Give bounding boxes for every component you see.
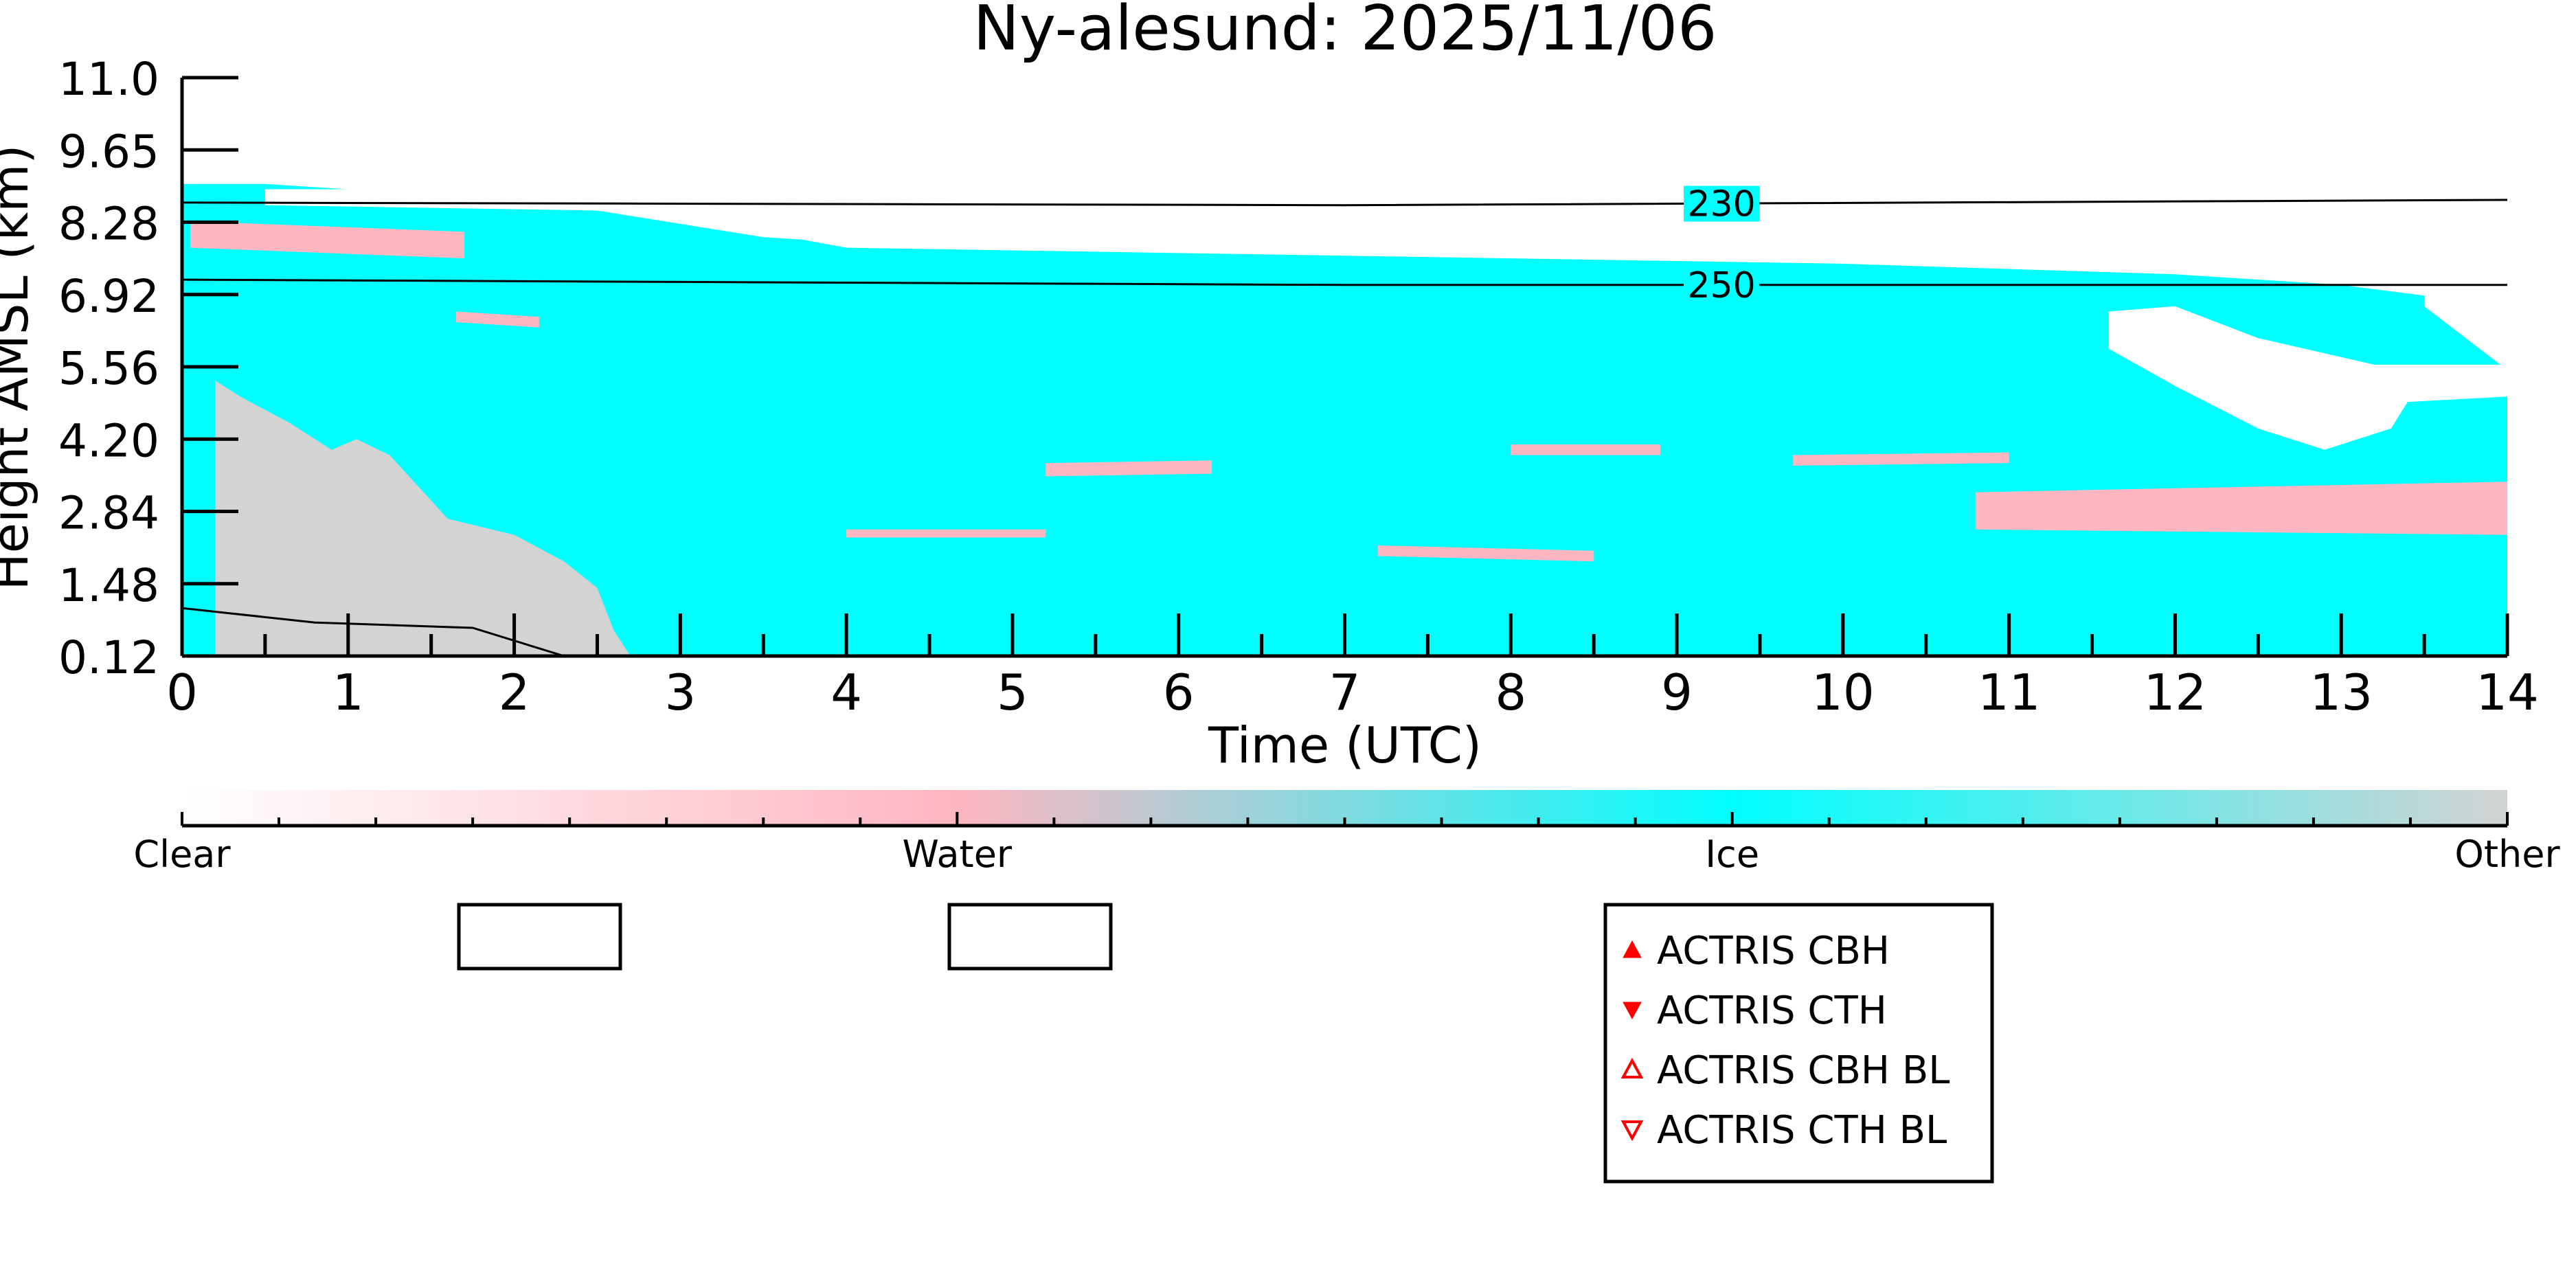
colorbar-label-clear: Clear: [133, 833, 231, 876]
empty-legend-box-2: [947, 903, 1113, 971]
legend-marker-up-filled: [1623, 940, 1642, 958]
region-clear-10: [2108, 306, 2507, 450]
legend-marker-down-filled: [1623, 1002, 1642, 1020]
region-water-8: [1793, 452, 2009, 466]
contour-label-230: 230: [1687, 184, 1755, 225]
legend-entries: ACTRIS CBH ACTRIS CTH ACTRIS CBH BL ACTRIS …: [1620, 929, 1950, 1153]
colorbar-labels: Clear Water Ice Other: [133, 833, 2560, 876]
y-tick-label-6.92: 6.92: [58, 270, 159, 323]
region-ice-0: [182, 183, 2507, 656]
plot-area: 230 250: [180, 78, 2507, 658]
x-tick-label-4: 4: [831, 664, 862, 721]
x-tick-label-6: 6: [1163, 664, 1195, 721]
colorbar-label-water: Water: [903, 833, 1013, 876]
region-water-5: [1046, 460, 1212, 477]
region-water-4: [846, 529, 1046, 538]
region-water-6: [1377, 545, 1594, 562]
x-tick-label-14: 14: [2476, 664, 2539, 721]
contour-label-bg-230: [1684, 185, 1760, 222]
y-axis-ticks: 0.12 1.48 2.84 4.20 5.56 6.92 8.28 9.65 11.0: [58, 53, 238, 684]
contour-line-unlabeled-2: [182, 607, 565, 656]
y-tick-label-11.0: 11.0: [58, 53, 159, 106]
legend-label-2: ACTRIS CBH BL: [1657, 1048, 1950, 1093]
region-water-9: [1976, 482, 2507, 535]
chart-title: Ny-alesund: 2025/11/06: [973, 0, 1717, 65]
x-tick-label-3: 3: [664, 664, 696, 721]
x-tick-label-8: 8: [1495, 664, 1526, 721]
legend-label-0: ACTRIS CBH: [1657, 929, 1890, 973]
legend: ACTRIS CBH ACTRIS CTH ACTRIS CBH BL ACTRIS …: [1603, 903, 1994, 1184]
x-axis-ticks: 0 1 2 3 4 5 6 7 8 9 10 11 12 13 14: [166, 613, 2539, 721]
y-tick-label-2.84: 2.84: [58, 487, 159, 540]
legend-marker-up-open: [1620, 1057, 1644, 1078]
region-water-3: [455, 311, 539, 328]
contour-label-250: 250: [1687, 265, 1755, 306]
x-tick-label-7: 7: [1329, 664, 1361, 721]
x-tick-label-12: 12: [2144, 664, 2207, 721]
y-axis-label: Height AMSL (km): [0, 145, 39, 591]
x-axis-label: Time (UTC): [1208, 716, 1482, 774]
region-water-7: [1511, 444, 1660, 455]
contour-label-bg-250: [1684, 267, 1760, 303]
x-tick-label-10: 10: [1811, 664, 1875, 721]
y-tick-label-8.28: 8.28: [58, 198, 159, 251]
class-colorbar: Clear Water Ice Other: [133, 790, 2560, 876]
y-tick-label-5.56: 5.56: [58, 342, 159, 395]
legend-marker-down-open: [1620, 1120, 1644, 1142]
x-tick-label-5: 5: [997, 664, 1028, 721]
legend-label-1: ACTRIS CTH: [1657, 988, 1887, 1033]
cloud-regions: [182, 183, 2507, 656]
y-tick-label-1.48: 1.48: [58, 559, 159, 612]
contour-labels: 230 250: [1684, 184, 1760, 306]
temperature-contours: [182, 199, 2507, 656]
colorbar-label-other: Other: [2454, 833, 2560, 876]
x-tick-label-11: 11: [1978, 664, 2041, 721]
x-tick-label-0: 0: [166, 664, 198, 721]
x-tick-label-1: 1: [332, 664, 364, 721]
legend-label-3: ACTRIS CTH BL: [1657, 1108, 1947, 1153]
contour-line-250: [182, 278, 2507, 286]
x-tick-label-2: 2: [499, 664, 530, 721]
empty-legend-box-1: [457, 903, 622, 971]
colorbar-label-ice: Ice: [1705, 833, 1759, 876]
y-tick-label-4.20: 4.20: [58, 414, 159, 467]
x-tick-label-9: 9: [1661, 664, 1693, 721]
x-tick-label-13: 13: [2309, 664, 2373, 721]
legend-frame: [1603, 903, 1994, 1184]
region-water-2: [190, 221, 464, 259]
colorbar-ticks: [181, 812, 2509, 826]
region-other-1: [215, 381, 631, 656]
y-tick-label-0.12: 0.12: [58, 631, 159, 684]
contour-line-230: [182, 199, 2507, 207]
y-tick-label-9.65: 9.65: [58, 125, 159, 178]
